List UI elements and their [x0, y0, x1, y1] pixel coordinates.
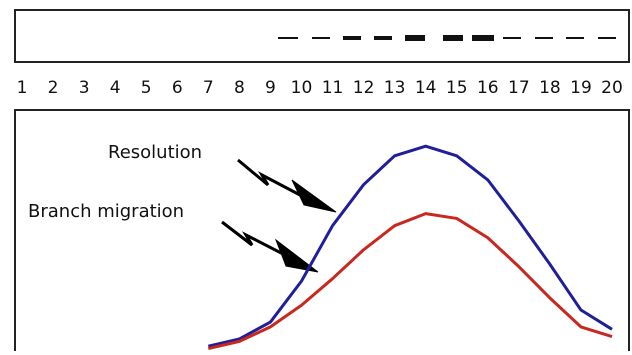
lane-label: 17 — [508, 78, 530, 98]
lane-label: 3 — [79, 78, 90, 98]
series-label: Resolution — [108, 142, 202, 163]
lane-label: 10 — [291, 78, 313, 98]
lane-label: 7 — [203, 78, 214, 98]
lane-label: 13 — [384, 78, 406, 98]
lane-label: 2 — [48, 78, 59, 98]
arrows — [222, 160, 336, 272]
lane-label: 6 — [172, 78, 183, 98]
figure: 1234567891011121314151617181920Resolutio… — [0, 0, 632, 351]
lane-label: 4 — [110, 78, 121, 98]
series-line — [208, 214, 612, 349]
lane-label: 18 — [539, 78, 561, 98]
page: 1234567891011121314151617181920Resolutio… — [0, 0, 632, 351]
lane-label: 11 — [322, 78, 344, 98]
lane-label: 20 — [601, 78, 623, 98]
lane-label: 12 — [353, 78, 375, 98]
lane-label: 5 — [141, 78, 152, 98]
series-label: Branch migration — [28, 201, 184, 222]
lane-label: 1 — [17, 78, 28, 98]
lane-label: 15 — [446, 78, 468, 98]
lane-label: 14 — [415, 78, 437, 98]
lane-label: 16 — [477, 78, 499, 98]
lane-label: 8 — [234, 78, 245, 98]
gel-box — [15, 10, 629, 62]
lane-label: 9 — [265, 78, 276, 98]
lane-label: 19 — [570, 78, 592, 98]
